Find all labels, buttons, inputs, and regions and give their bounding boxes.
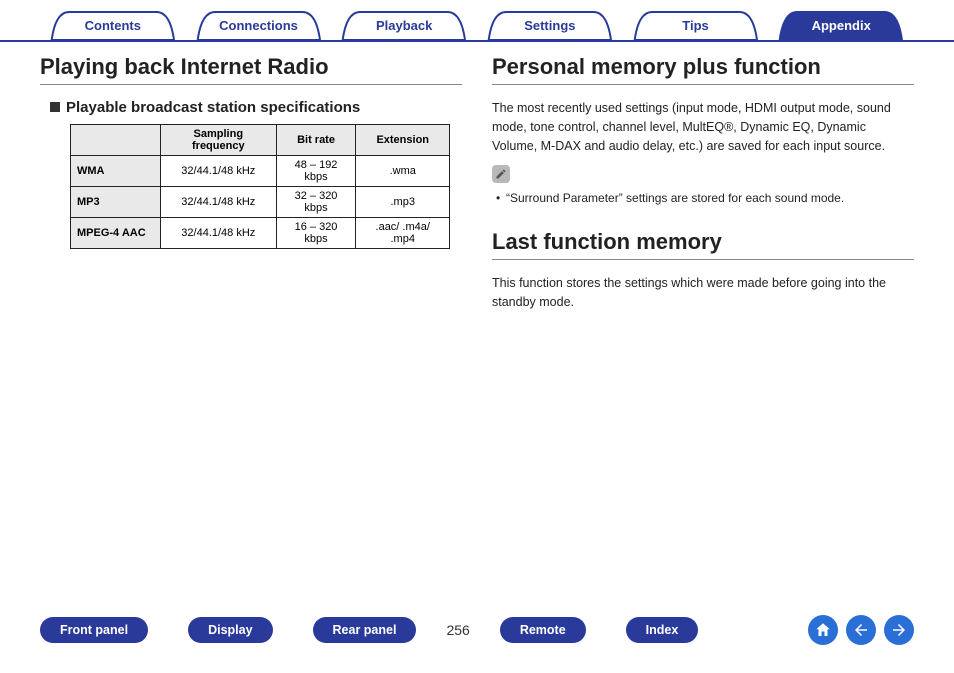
content-area: Playing back Internet Radio Playable bro… xyxy=(0,42,954,322)
pencil-note-icon xyxy=(492,165,510,183)
table-row: WMA 32/44.1/48 kHz 48 – 192 kbps .wma xyxy=(71,156,450,187)
col-sampling: Sampling frequency xyxy=(161,125,277,156)
cell-fmt: MPEG-4 AAC xyxy=(71,218,161,249)
tab-contents[interactable]: Contents xyxy=(40,10,186,40)
cell-br: 48 – 192 kbps xyxy=(276,156,356,187)
col-extension: Extension xyxy=(356,125,450,156)
para-personal-memory: The most recently used settings (input m… xyxy=(492,99,914,155)
heading-last-function: Last function memory xyxy=(492,229,914,260)
tab-playback[interactable]: Playback xyxy=(331,10,477,40)
page-number: 256 xyxy=(446,622,469,638)
tab-tips[interactable]: Tips xyxy=(623,10,769,40)
note-item: “Surround Parameter” settings are stored… xyxy=(496,189,914,207)
home-button[interactable] xyxy=(808,615,838,645)
tab-label: Playback xyxy=(376,18,432,33)
tab-label: Appendix xyxy=(812,18,871,33)
front-panel-button[interactable]: Front panel xyxy=(40,617,148,643)
spec-table: Sampling frequency Bit rate Extension WM… xyxy=(70,124,450,249)
tab-appendix[interactable]: Appendix xyxy=(768,10,914,40)
col-blank xyxy=(71,125,161,156)
cell-br: 32 – 320 kbps xyxy=(276,187,356,218)
rear-panel-button[interactable]: Rear panel xyxy=(313,617,417,643)
subheading-text: Playable broadcast station specification… xyxy=(66,99,360,116)
note-list: “Surround Parameter” settings are stored… xyxy=(492,189,914,207)
tab-label: Settings xyxy=(524,18,575,33)
tab-label: Tips xyxy=(682,18,709,33)
col-bitrate: Bit rate xyxy=(276,125,356,156)
arrow-left-icon xyxy=(852,621,870,639)
heading-personal-memory: Personal memory plus function xyxy=(492,54,914,85)
next-page-button[interactable] xyxy=(884,615,914,645)
cell-sf: 32/44.1/48 kHz xyxy=(161,218,277,249)
tab-label: Connections xyxy=(219,18,298,33)
cell-sf: 32/44.1/48 kHz xyxy=(161,187,277,218)
tab-settings[interactable]: Settings xyxy=(477,10,623,40)
cell-ext: .aac/ .m4a/ .mp4 xyxy=(356,218,450,249)
para-last-function: This function stores the settings which … xyxy=(492,274,914,312)
arrow-right-icon xyxy=(890,621,908,639)
heading-internet-radio: Playing back Internet Radio xyxy=(40,54,462,85)
table-row: MPEG-4 AAC 32/44.1/48 kHz 16 – 320 kbps … xyxy=(71,218,450,249)
square-bullet-icon xyxy=(50,102,60,112)
cell-fmt: WMA xyxy=(71,156,161,187)
table-header-row: Sampling frequency Bit rate Extension xyxy=(71,125,450,156)
footer-bar: Front panel Display Rear panel 256 Remot… xyxy=(0,615,954,645)
home-icon xyxy=(814,621,832,639)
index-button[interactable]: Index xyxy=(626,617,699,643)
right-column: Personal memory plus function The most r… xyxy=(492,54,914,322)
cell-ext: .wma xyxy=(356,156,450,187)
subheading-specs: Playable broadcast station specification… xyxy=(50,99,462,116)
tab-label: Contents xyxy=(85,18,141,33)
left-column: Playing back Internet Radio Playable bro… xyxy=(40,54,462,322)
remote-button[interactable]: Remote xyxy=(500,617,586,643)
cell-fmt: MP3 xyxy=(71,187,161,218)
display-button[interactable]: Display xyxy=(188,617,272,643)
table-row: MP3 32/44.1/48 kHz 32 – 320 kbps .mp3 xyxy=(71,187,450,218)
tab-connections[interactable]: Connections xyxy=(186,10,332,40)
cell-ext: .mp3 xyxy=(356,187,450,218)
cell-sf: 32/44.1/48 kHz xyxy=(161,156,277,187)
top-tabs: Contents Connections Playback Settings T… xyxy=(0,0,954,42)
cell-br: 16 – 320 kbps xyxy=(276,218,356,249)
prev-page-button[interactable] xyxy=(846,615,876,645)
